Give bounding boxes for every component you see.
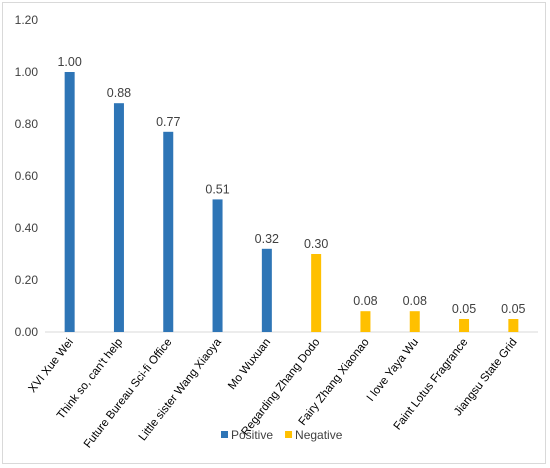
data-label: 0.51 (205, 182, 229, 196)
bar-negative (360, 311, 371, 332)
bar-chart: 0.00 0.20 0.40 0.60 0.80 1.00 1.20 1.00 0.88 0.77… (15, 13, 538, 450)
bar-negative (459, 319, 470, 332)
x-tick-label: Future Bureau Sci-fi Office (82, 336, 175, 450)
bar-positive (113, 103, 124, 332)
bar-positive (212, 199, 223, 332)
legend-label-negative: Negative (295, 428, 343, 442)
y-tick-label: 0.20 (15, 273, 39, 287)
y-tick-label: 0.40 (15, 221, 39, 235)
legend-swatch-negative (285, 431, 293, 438)
y-tick-label: 0.60 (15, 169, 39, 183)
data-label: 0.32 (255, 232, 279, 246)
data-label: 0.88 (107, 86, 131, 100)
y-tick-label: 0.80 (15, 117, 39, 131)
data-label: 0.05 (501, 302, 525, 316)
bar-negative (409, 311, 420, 332)
y-tick-label: 0.00 (15, 325, 39, 339)
data-label: 0.30 (304, 237, 328, 251)
x-tick-label: XVI Xue Wei (27, 336, 76, 395)
bar-positive (261, 248, 272, 332)
y-tick-label: 1.00 (15, 65, 39, 79)
bar-positive (163, 131, 174, 332)
data-label: 0.05 (452, 302, 476, 316)
bar-negative (311, 254, 322, 332)
bar-negative (508, 319, 519, 332)
x-tick-label: Little sister Wang Xiaoya (137, 336, 224, 443)
data-label: 1.00 (57, 55, 81, 69)
legend-swatch-positive (221, 431, 228, 438)
y-tick-label: 1.20 (15, 13, 39, 27)
legend-label-positive: Positive (231, 428, 273, 442)
data-label: 0.08 (353, 294, 377, 308)
data-label: 0.08 (403, 294, 427, 308)
bar-positive (64, 72, 75, 332)
x-tick-label: I love Yaya Wu (365, 336, 421, 403)
x-tick-label: Mo Wuxuan (226, 336, 273, 392)
data-label: 0.77 (156, 115, 180, 129)
chart-frame: 0.00 0.20 0.40 0.60 0.80 1.00 1.20 1.00 0.88 0.77… (2, 2, 546, 464)
